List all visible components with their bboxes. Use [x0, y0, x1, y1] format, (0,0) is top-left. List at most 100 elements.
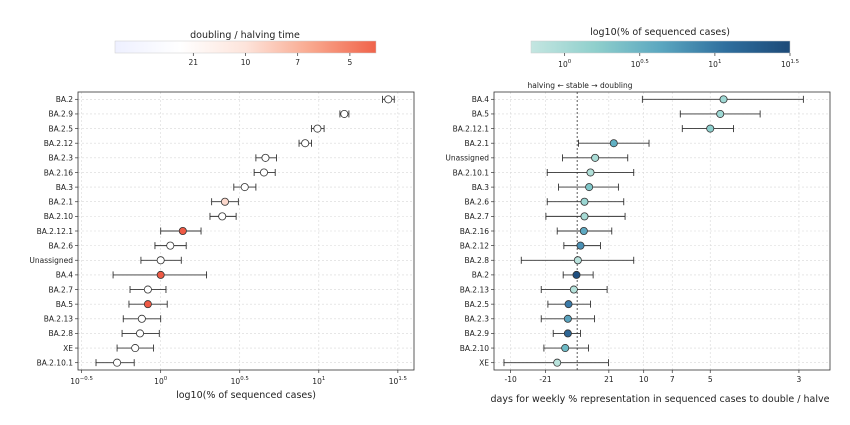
x-tick-label-base: 10 [70, 377, 80, 386]
right-x-ticks: -10 -21 21 10 7 5 3 [505, 370, 802, 384]
colorbar-tick-label-exp: 0 [568, 59, 572, 65]
data-point [716, 109, 725, 118]
category-label: BA.2.3 [49, 154, 74, 163]
right-colorbar-title: log10(% of sequenced cases) [590, 27, 730, 38]
left-x-axis-label: log10(% of sequenced cases) [176, 390, 316, 401]
colorbar-tick-label: 101.5 [781, 59, 799, 69]
data-point [384, 95, 393, 104]
data-point [585, 183, 594, 192]
x-tick-label: -21 [539, 375, 551, 384]
data-point [573, 256, 582, 265]
data-point [569, 285, 578, 294]
colorbar-tick-label-base: 10 [631, 60, 641, 69]
data-point [553, 358, 562, 367]
x-tick-label-exp: 0 [164, 376, 168, 382]
x-tick-label: 101 [312, 376, 325, 386]
data-point [719, 95, 728, 104]
category-label: BA.2.5 [465, 300, 490, 309]
x-tick-label: 10−0.5 [70, 376, 93, 386]
category-label: XE [479, 358, 489, 367]
category-label: BA.2.5 [49, 124, 74, 133]
x-tick-label: 10 [639, 375, 649, 384]
left-colorbar [114, 40, 377, 54]
data-point [137, 314, 146, 323]
data-point [563, 329, 572, 338]
category-label: BA.2 [56, 95, 74, 104]
category-label: Unassigned [29, 256, 73, 265]
right-x-axis-label: days for weekly % representation in sequ… [491, 394, 830, 405]
left-x-axis-label-text: log10(% of sequenced cases) [176, 390, 316, 401]
colorbar-tick-label-exp: 0.5 [640, 59, 649, 65]
category-label: BA.2.12 [460, 241, 489, 250]
category-label: BA.2.6 [49, 241, 74, 250]
data-point [591, 153, 600, 162]
x-tick-label: 100 [154, 376, 168, 386]
data-point [706, 124, 715, 133]
colorbar-tick-label-exp: 1.5 [790, 59, 799, 65]
data-point [218, 212, 227, 221]
category-label: BA.2.9 [465, 329, 490, 338]
data-point [156, 256, 165, 265]
left-colorbar-title: doubling / halving time [190, 30, 300, 41]
category-label: BA.2.13 [460, 285, 489, 294]
data-point [220, 197, 229, 206]
right-colorbar [530, 40, 791, 54]
category-label: BA.2.12.1 [453, 124, 490, 133]
data-point [579, 226, 588, 235]
colorbar-tick-label: 7 [295, 58, 300, 67]
colorbar-tick-label: 10 [241, 58, 251, 67]
colorbar-tick-label-exp: 1 [718, 59, 721, 65]
category-label: XE [63, 344, 73, 353]
colorbar-tick-label-base: 10 [781, 60, 791, 69]
left-colorbar-ticks: 21 10 7 5 [189, 53, 353, 67]
data-point [563, 314, 572, 323]
data-point [576, 241, 585, 250]
data-point [166, 241, 175, 250]
category-label: BA.2.1 [465, 139, 490, 148]
x-tick-label: -10 [505, 375, 517, 384]
category-label: BA.4 [56, 271, 74, 280]
category-label: BA.3 [56, 183, 74, 192]
data-point [561, 344, 570, 353]
data-point [259, 168, 268, 177]
right-category-labels: BA.4 BA.5 BA.2.12.1 BA.2.1 Unassigned BA.2.10… [445, 95, 494, 367]
left-category-labels: BA.2 BA.2.9 BA.2.5 BA.2.12 BA.2.3 BA.2.16 BA.3… [29, 95, 78, 367]
category-label: BA.2.3 [465, 315, 490, 324]
data-point [143, 300, 152, 309]
category-label: BA.2.7 [49, 285, 74, 294]
category-label: BA.2.16 [460, 227, 489, 236]
category-label: BA.5 [472, 110, 490, 119]
colorbar-tick-label: 21 [189, 58, 199, 67]
category-label: BA.2.10.1 [37, 358, 74, 367]
x-tick-label-base: 10 [389, 377, 399, 386]
x-tick-label-exp: −0.5 [80, 376, 93, 382]
category-label: BA.2.10.1 [453, 168, 490, 177]
data-point [580, 197, 589, 206]
data-point [586, 168, 595, 177]
category-label: BA.2.7 [465, 212, 490, 221]
x-tick-label-base: 10 [154, 377, 164, 386]
category-label: BA.2.8 [465, 256, 490, 265]
colorbar-tick-label-base: 10 [558, 60, 568, 69]
category-label: Unassigned [445, 154, 489, 163]
category-label: BA.2.13 [44, 315, 73, 324]
x-tick-label-exp: 1.5 [398, 376, 407, 382]
colorbar-tick-label-base: 10 [708, 60, 718, 69]
colorbar-tick-label: 100 [558, 59, 572, 69]
category-label: BA.2.10 [460, 344, 489, 353]
x-tick-label: 101.5 [389, 376, 407, 386]
left-chart: doubling / halving time 21 10 7 5 BA.2BA.2.… [29, 30, 415, 401]
category-label: BA.3 [472, 183, 490, 192]
right-annotation: halving ← stable → doubling [527, 81, 632, 90]
category-label: BA.2.6 [465, 198, 490, 207]
data-point [131, 344, 140, 353]
x-tick-label: 7 [670, 375, 675, 384]
data-point [261, 153, 270, 162]
x-tick-label: 3 [797, 375, 802, 384]
x-tick-label-exp: 0.5 [240, 376, 249, 382]
data-point [564, 300, 573, 309]
right-points [503, 95, 804, 367]
data-point [113, 358, 122, 367]
x-tick-label: 5 [708, 375, 713, 384]
